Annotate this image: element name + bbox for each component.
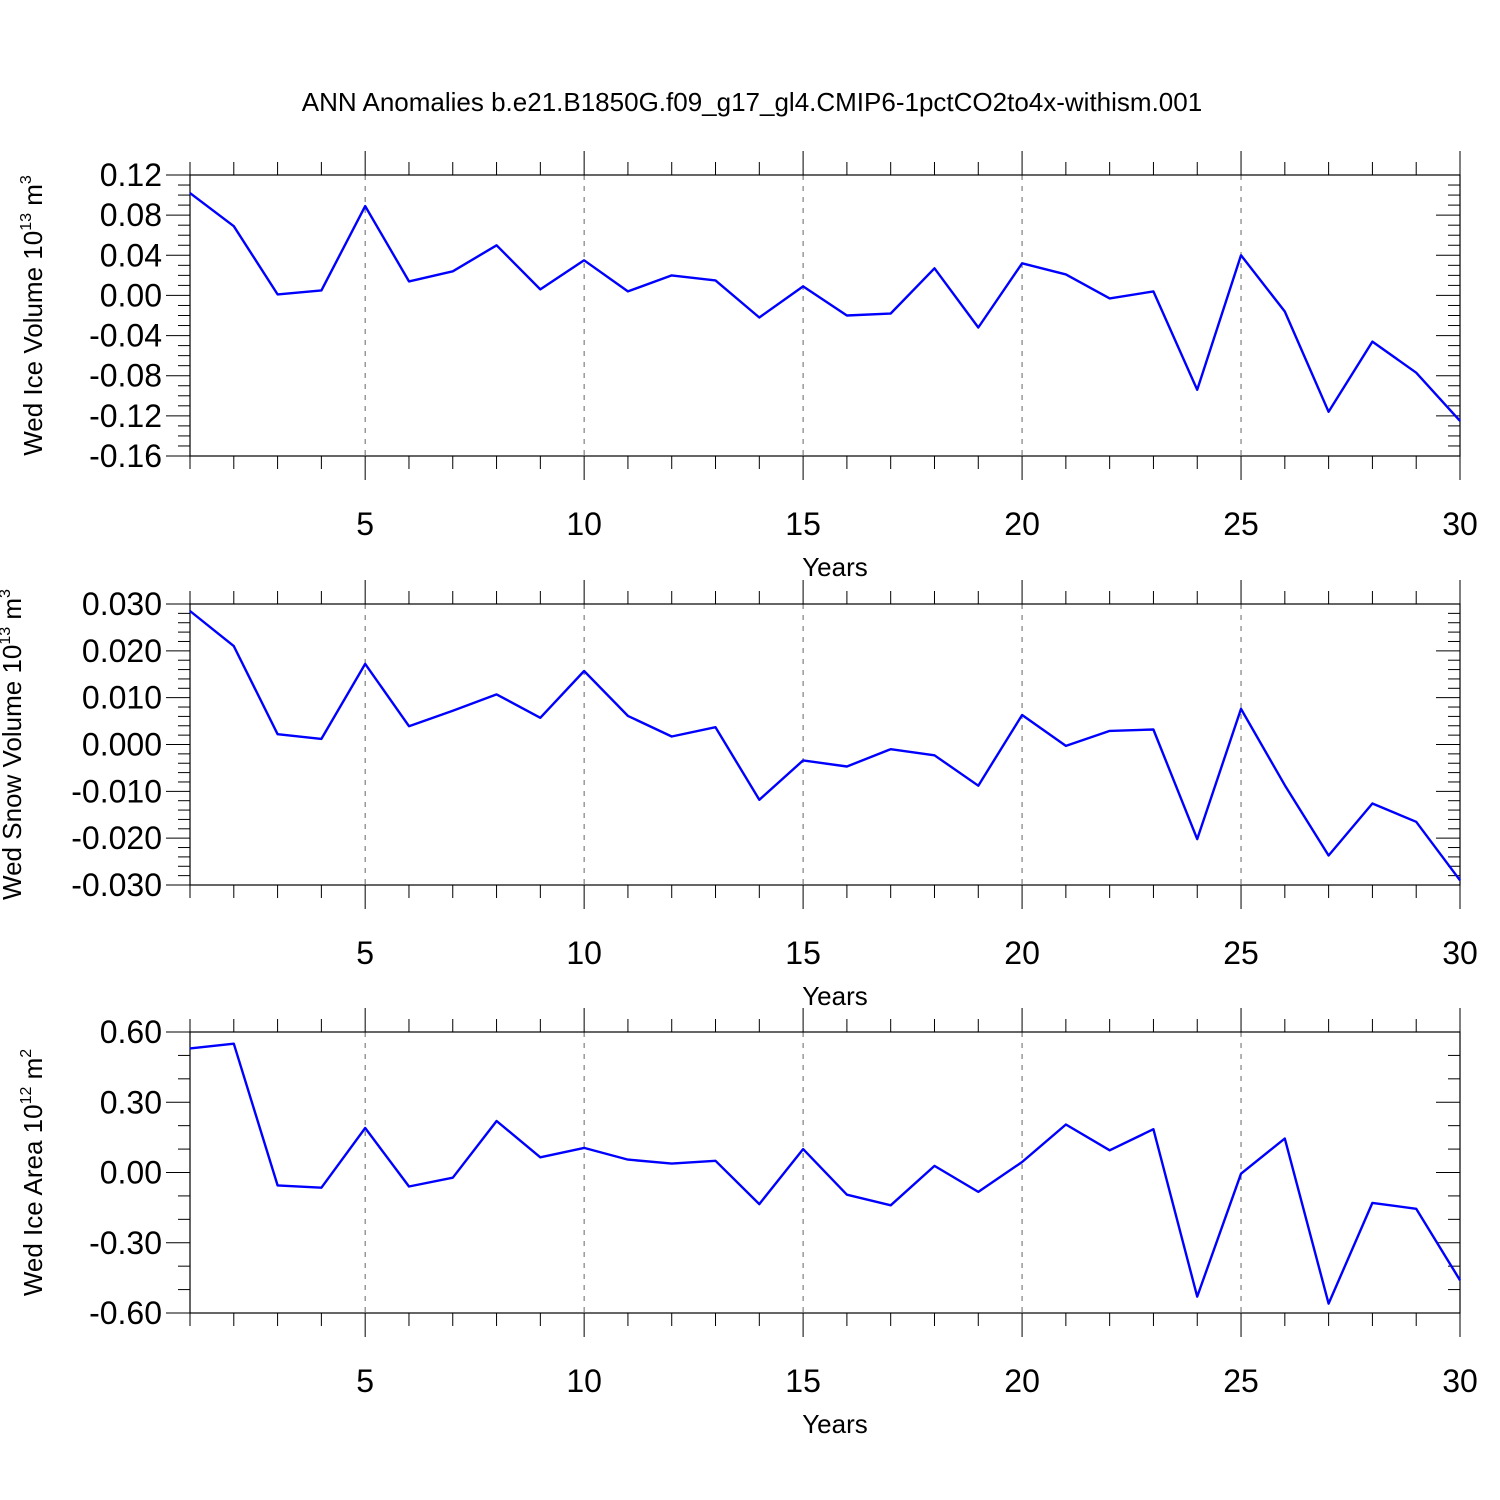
y-axis-label: Wed Snow Volume 1013 m3 — [0, 589, 27, 900]
x-tick-label: 5 — [356, 506, 374, 542]
y-tick-label: 0.04 — [100, 237, 162, 273]
x-axis-label: Years — [802, 981, 868, 1011]
y-tick-label: 0.60 — [100, 1014, 162, 1050]
x-tick-label: 10 — [566, 935, 602, 971]
y-tick-label: -0.010 — [71, 773, 162, 809]
y-tick-label: 0.000 — [82, 727, 162, 763]
x-tick-label: 30 — [1442, 935, 1478, 971]
y-axis-label: Wed Ice Volume 1013 m3 — [18, 175, 48, 456]
x-tick-label: 10 — [566, 1363, 602, 1399]
x-tick-label: 5 — [356, 935, 374, 971]
x-tick-label: 10 — [566, 506, 602, 542]
plot-frame — [189, 174, 1461, 457]
y-tick-label: -0.12 — [89, 398, 162, 434]
y-tick-label: 0.12 — [100, 157, 162, 193]
x-tick-label: 25 — [1223, 1363, 1259, 1399]
y-tick-label: -0.16 — [89, 438, 162, 474]
panel-1: 5 10 15 20 25 30 0.12 0.08 0.04 0.00 -0.04 -0.08 -0.… — [18, 151, 1478, 582]
series-line — [189, 610, 1461, 882]
x-tick-label: 15 — [785, 1363, 821, 1399]
y-tick-label: 0.00 — [100, 1155, 162, 1191]
y-tick-label: 0.010 — [82, 680, 162, 716]
x-tick-label: 15 — [785, 506, 821, 542]
y-tick-label: 0.00 — [100, 277, 162, 313]
y-tick-label: -0.020 — [71, 820, 162, 856]
y-tick-label: -0.04 — [89, 318, 162, 354]
y-tick-label: 0.030 — [82, 586, 162, 622]
y-axis-label: Wed Ice Area 1012 m2 — [18, 1049, 48, 1296]
x-tick-label: 20 — [1004, 935, 1040, 971]
y-tick-label: 0.30 — [100, 1084, 162, 1120]
x-tick-label: 20 — [1004, 1363, 1040, 1399]
x-tick-label: 15 — [785, 935, 821, 971]
panel-3: 5 10 15 20 25 30 0.60 0.30 0.00 -0.30 -0.60 Years We… — [18, 1008, 1478, 1439]
x-axis-label: Years — [802, 552, 868, 582]
y-tick-label: 0.020 — [82, 633, 162, 669]
x-tick-label: 20 — [1004, 506, 1040, 542]
x-tick-label: 30 — [1442, 1363, 1478, 1399]
y-tick-label: 0.08 — [100, 197, 162, 233]
series-line — [189, 1042, 1462, 1305]
y-tick-label: -0.60 — [89, 1295, 162, 1331]
x-axis-label: Years — [802, 1409, 868, 1439]
x-tick-label: 25 — [1223, 506, 1259, 542]
panel-2: 5 10 15 20 25 30 0.030 0.020 0.010 0.000 -0.010 -0.… — [0, 580, 1478, 1011]
y-tick-label: -0.08 — [89, 358, 162, 394]
plot-frame — [189, 603, 1461, 886]
y-tick-label: -0.30 — [89, 1225, 162, 1261]
x-tick-label: 25 — [1223, 935, 1259, 971]
x-tick-label: 30 — [1442, 506, 1478, 542]
figure-title: ANN Anomalies b.e21.B1850G.f09_g17_gl4.C… — [302, 87, 1202, 117]
y-tick-label: -0.030 — [71, 867, 162, 903]
series-line — [189, 192, 1461, 422]
x-tick-label: 5 — [356, 1363, 374, 1399]
